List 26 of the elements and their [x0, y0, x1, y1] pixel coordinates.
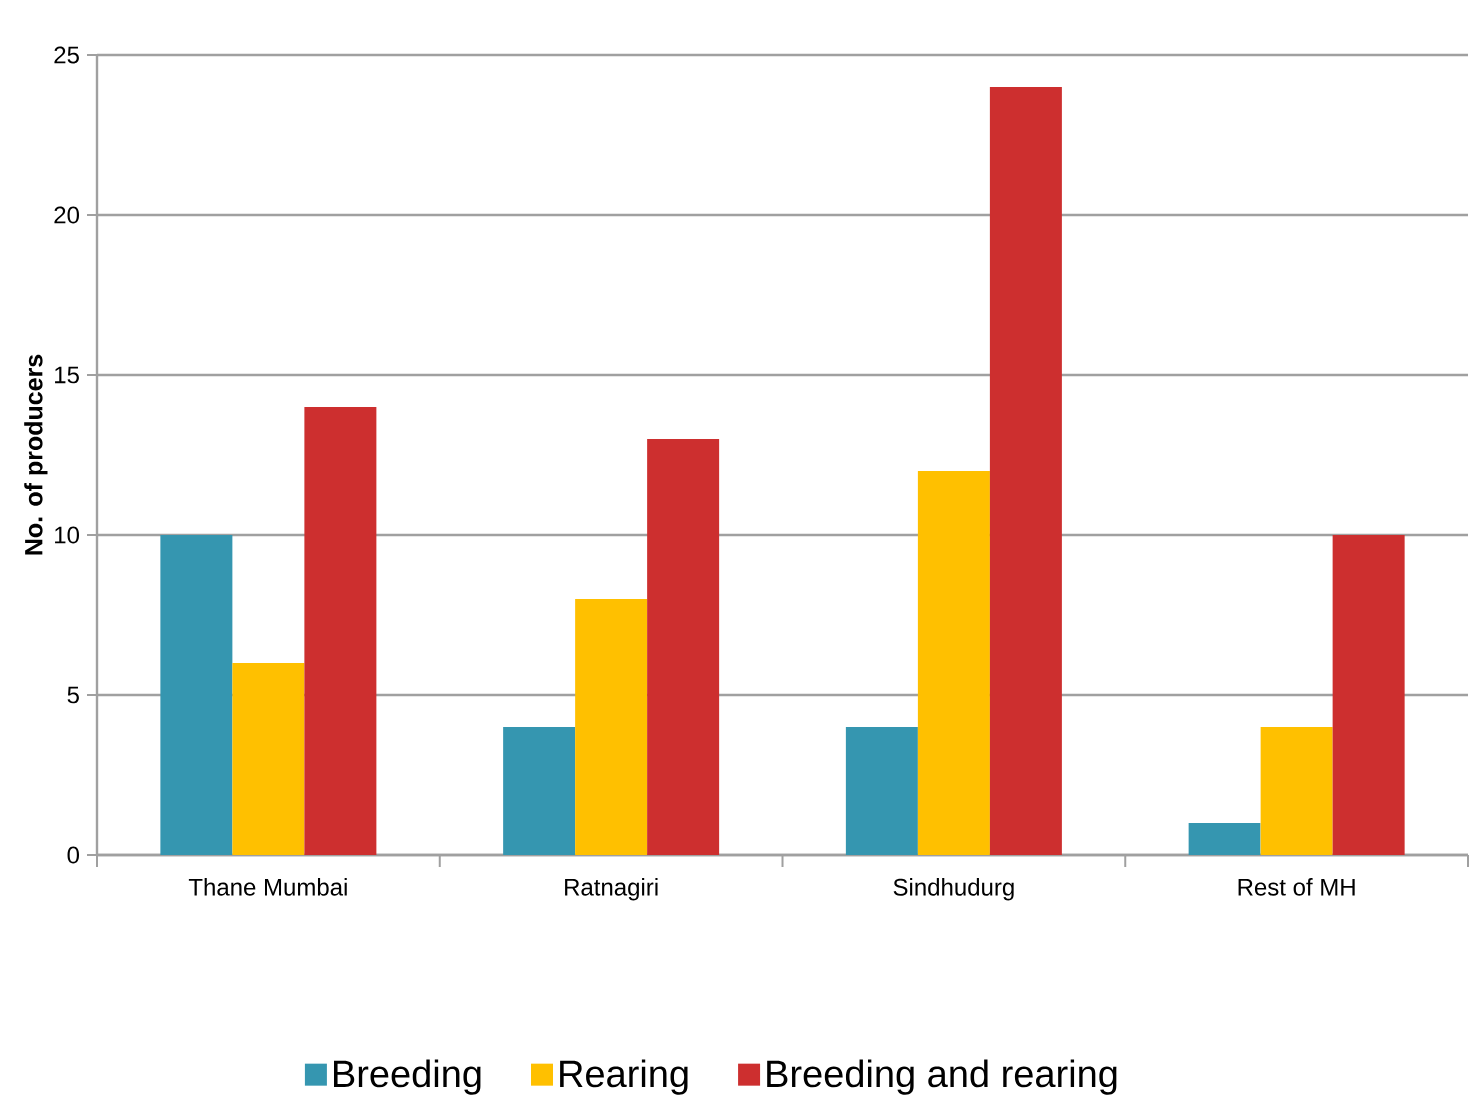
bar: [304, 407, 377, 855]
x-tick-label: Sindhudurg: [893, 878, 1014, 901]
bar: [160, 535, 233, 855]
y-axis-title: No. of producers: [24, 354, 48, 555]
bar: [989, 87, 1062, 855]
bar: [1332, 535, 1405, 855]
bar: [575, 599, 648, 855]
x-tick-label: Rest of MH: [1238, 878, 1355, 896]
bar: [845, 727, 918, 855]
y-tick-label: 0: [67, 846, 80, 864]
bar: [1188, 823, 1261, 855]
y-tick-label: 10: [55, 526, 80, 544]
bar: [647, 439, 720, 855]
legend-label: Rearing: [560, 1059, 688, 1095]
bar: [917, 471, 990, 855]
y-tick-label: 20: [54, 206, 80, 224]
y-tick-label: 5: [67, 686, 79, 704]
x-tick-label: Ratnagiri: [565, 878, 658, 901]
bar: [1260, 727, 1333, 855]
y-tick-label: 15: [55, 366, 79, 384]
y-tick-label: 25: [54, 46, 79, 64]
bar: [503, 727, 576, 855]
bar: [232, 663, 305, 855]
x-tick-label: Thane Mumbai: [188, 878, 347, 896]
legend-label: Breeding: [334, 1059, 481, 1095]
legend-label: Breeding and rearing: [767, 1059, 1117, 1095]
